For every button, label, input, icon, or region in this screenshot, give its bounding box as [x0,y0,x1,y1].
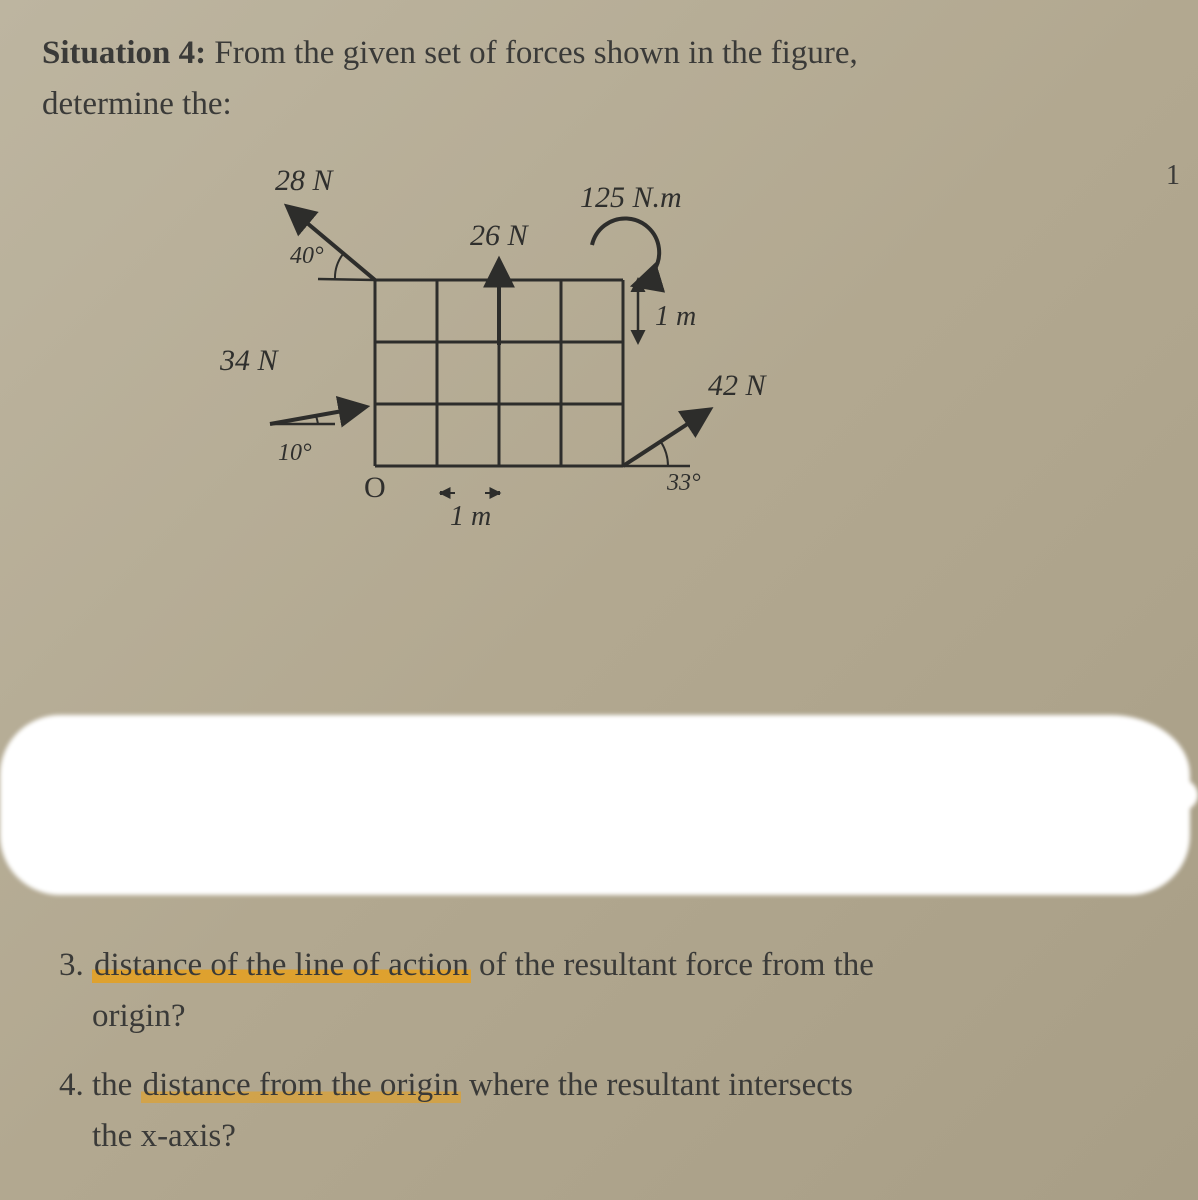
q4-part-a: the [92,1067,141,1103]
prompt-block: Situation 4: From the given set of force… [42,28,1148,130]
question-3: distance of the line of action of the re… [92,940,1158,1042]
prompt-rest: From the given set of forces shown in th… [206,35,858,71]
moment-label: 125 N.m [580,181,682,214]
q4-part-d: the x-axis? [92,1118,236,1154]
q4-part-c: where the resultant intersects [461,1067,853,1103]
figure: O 1 m 1 m 28 N 40° [160,175,940,655]
force-34n-label: 34 N [219,344,280,377]
q3-part-b: of the resultant force from the [471,947,874,983]
force-26n: 26 N [470,219,530,345]
force-34n-angle: 10° [278,440,312,466]
dim-y: 1 m [638,280,696,342]
force-28n: 28 N 40° [275,164,375,280]
dim-x-label: 1 m [450,501,491,532]
moment-125: 125 N.m [580,181,682,285]
question-list: distance of the line of action of the re… [40,940,1158,1181]
dim-x: 1 m [441,491,499,532]
force-28n-angle: 40° [290,243,324,269]
force-42n-angle: 33° [666,470,701,496]
dim-y-label: 1 m [655,301,696,332]
question-4: the distance from the origin where the r… [92,1060,1158,1162]
margin-mark: 1 [1166,160,1180,192]
force-42n-label: 42 N [708,369,768,402]
prompt-lead: Situation 4: [42,35,206,71]
q4-part-b: distance from the origin [141,1067,461,1103]
force-26n-label: 26 N [470,219,530,252]
prompt-line2: determine the: [42,86,232,122]
q3-part-c: origin? [92,998,185,1034]
force-34n: 34 N 10° [219,344,365,466]
q3-part-a: distance of the line of action [92,947,471,983]
force-42n: 42 N 33° [623,369,768,496]
force-28n-label: 28 N [275,164,335,197]
redaction-whiteout [0,715,1190,895]
origin-label: O [364,471,386,504]
